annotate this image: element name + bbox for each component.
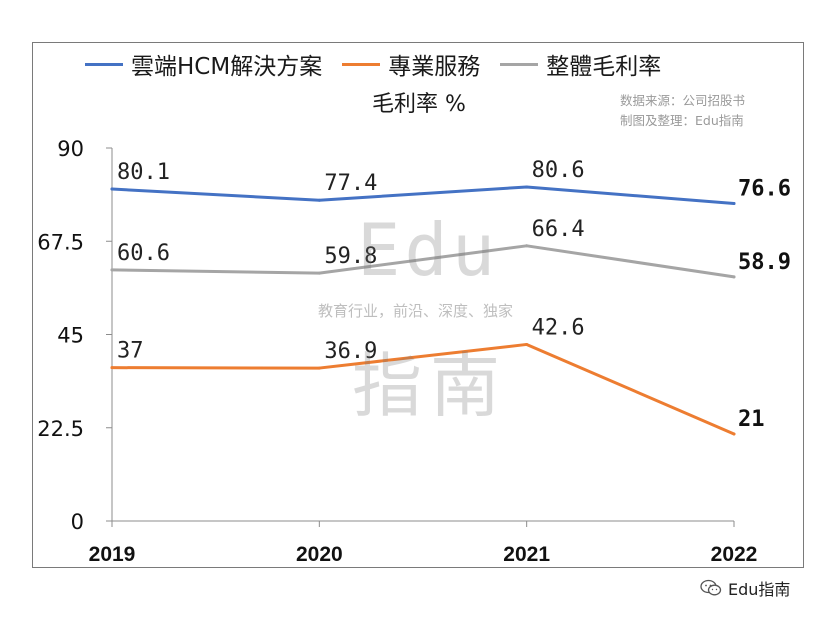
data-label-2-0: 60.6 bbox=[117, 241, 170, 266]
data-point-1-2 bbox=[525, 342, 529, 346]
watermark-slogan: 教育行业，前沿、深度、独家 bbox=[318, 302, 514, 320]
x-tick-label: 2019 bbox=[89, 543, 136, 566]
data-label-1-3: 21 bbox=[738, 407, 765, 432]
data-point-0-1 bbox=[317, 198, 321, 202]
brand-label: Edu指南 bbox=[728, 580, 791, 599]
data-point-0-0 bbox=[110, 187, 114, 191]
x-tick-label: 2021 bbox=[503, 543, 550, 566]
x-tick-label: 2022 bbox=[711, 543, 758, 566]
data-point-2-3 bbox=[732, 275, 736, 279]
series-line-2 bbox=[110, 244, 736, 279]
chart-frame bbox=[32, 42, 804, 568]
data-label-0-1: 77.4 bbox=[324, 171, 377, 196]
legend-item-services: 專業服務 bbox=[342, 47, 480, 81]
data-point-2-0 bbox=[110, 268, 114, 272]
legend-label-hcm: 雲端HCM解決方案 bbox=[131, 54, 323, 80]
legend-swatch-overall bbox=[500, 62, 539, 66]
data-label-1-1: 36.9 bbox=[324, 339, 377, 364]
data-point-2-2 bbox=[525, 244, 529, 248]
y-tick-label: 22.5 bbox=[37, 417, 84, 441]
data-point-2-1 bbox=[317, 271, 321, 275]
data-label-1-2: 42.6 bbox=[532, 315, 585, 340]
y-tick-label: 45 bbox=[57, 324, 84, 348]
data-label-2-3: 58.9 bbox=[738, 250, 791, 275]
source-line-2: 制图及整理：Edu指南 bbox=[620, 113, 744, 128]
watermark-zhinan: 指南 bbox=[352, 345, 508, 427]
data-label-0-0: 80.1 bbox=[117, 160, 170, 185]
chart-legend: 雲端HCM解決方案 專業服務 整體毛利率 bbox=[85, 48, 661, 80]
watermark-edu: Edu bbox=[357, 208, 500, 292]
legend-item-overall: 整體毛利率 bbox=[500, 47, 661, 81]
data-label-0-2: 80.6 bbox=[532, 158, 585, 183]
legend-item-hcm: 雲端HCM解決方案 bbox=[85, 47, 322, 81]
legend-swatch-services bbox=[342, 62, 381, 66]
data-label-0-3: 76.6 bbox=[738, 177, 791, 202]
legend-label-overall: 整體毛利率 bbox=[546, 54, 662, 80]
y-tick-label: 90 bbox=[57, 137, 84, 161]
series-line-0 bbox=[110, 185, 736, 206]
data-label-1-0: 37 bbox=[117, 339, 144, 364]
data-label-2-2: 66.4 bbox=[532, 217, 585, 242]
legend-swatch-hcm bbox=[85, 62, 123, 66]
data-label-2-1: 59.8 bbox=[324, 244, 377, 269]
y-tick-label: 67.5 bbox=[37, 230, 84, 254]
y-tick-label: 0 bbox=[71, 510, 84, 534]
data-point-0-3 bbox=[732, 202, 736, 206]
legend-label-services: 專業服務 bbox=[388, 54, 481, 80]
wechat-icon bbox=[700, 579, 722, 596]
chart-subtitle: 毛利率 % bbox=[372, 92, 466, 117]
data-point-1-3 bbox=[732, 432, 736, 436]
data-point-1-0 bbox=[110, 366, 114, 370]
x-tick-label: 2020 bbox=[296, 543, 343, 566]
source-line-1: 数据来源：公司招股书 bbox=[620, 93, 746, 108]
data-point-0-2 bbox=[525, 185, 529, 189]
brand-footer: Edu指南 bbox=[700, 576, 790, 600]
series-line-1 bbox=[110, 342, 736, 436]
data-point-1-1 bbox=[317, 366, 321, 370]
